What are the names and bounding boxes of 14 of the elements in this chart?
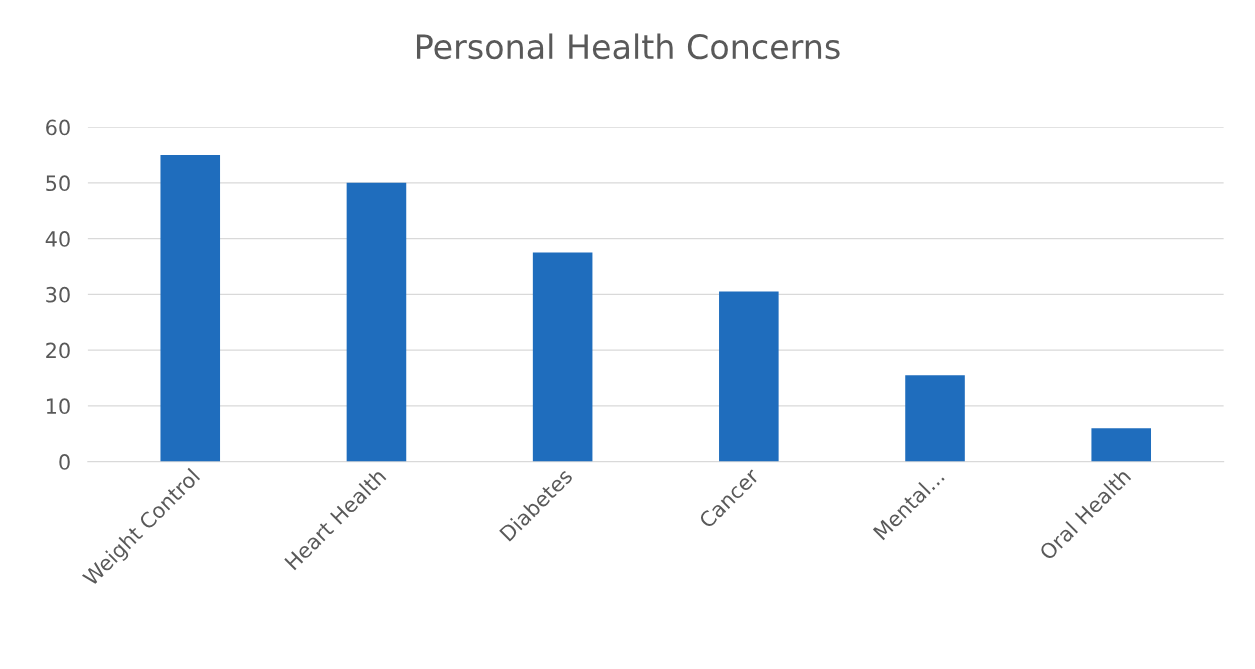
y-tick-label: 10: [46, 398, 70, 415]
y-tick-label: 60: [46, 119, 70, 136]
bar: [1091, 428, 1152, 462]
bar: [905, 375, 965, 462]
bar: [719, 291, 779, 462]
y-tick-label: 0: [59, 454, 70, 470]
y-tick-label: 50: [46, 175, 70, 192]
bar: [160, 154, 221, 462]
bar: [346, 182, 407, 462]
y-tick-label: 30: [46, 286, 70, 303]
bar: [532, 252, 593, 462]
chart-title: Personal Health Concerns: [416, 33, 840, 60]
y-tick-label: 40: [45, 231, 70, 247]
y-tick-label: 20: [46, 342, 70, 359]
